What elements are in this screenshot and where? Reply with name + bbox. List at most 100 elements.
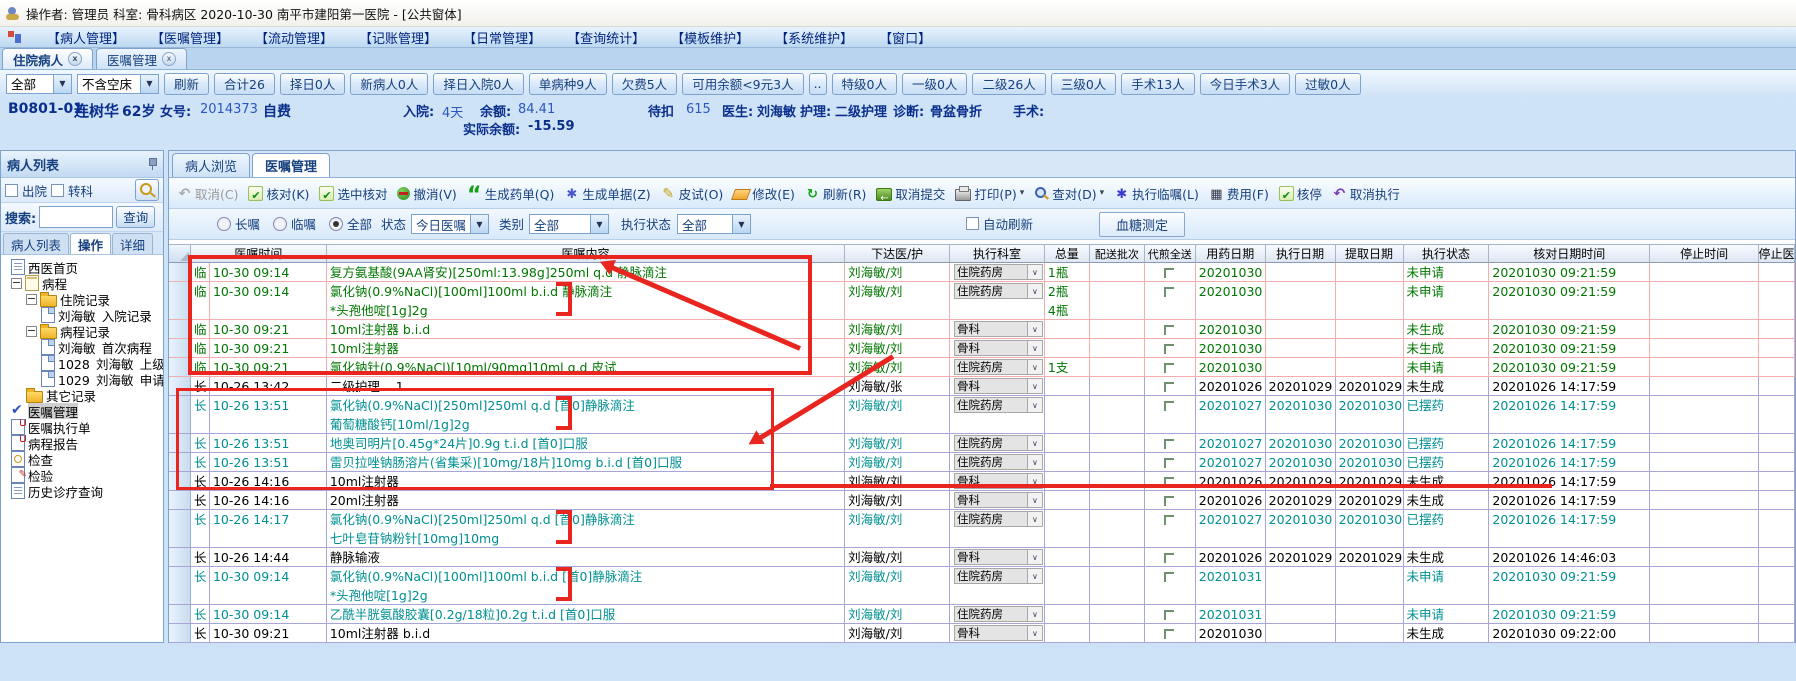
category-filter-select[interactable]: 全部 ▼ bbox=[529, 214, 609, 234]
collapse-icon[interactable] bbox=[26, 325, 37, 337]
menu-item[interactable]: 【日常管理】 bbox=[463, 31, 542, 47]
chevron-down-icon[interactable]: ∨ bbox=[1026, 265, 1042, 279]
order-row[interactable]: 临 10-30 09:14 复方氨基酸(9AA肾安)[250ml:13.98g]25… bbox=[169, 263, 1796, 282]
chevron-down-icon[interactable]: ▼ bbox=[590, 215, 608, 233]
toolbar-button[interactable]: 打印(P) ▾ bbox=[955, 184, 1024, 203]
menu-item[interactable]: 【窗口】 bbox=[879, 31, 932, 47]
dept-select[interactable]: 住院药房 ∨ bbox=[954, 568, 1043, 584]
workspace-tab[interactable]: 医嘱管理 x bbox=[96, 48, 188, 69]
ward-filter-button[interactable]: 择日入院0人 bbox=[433, 72, 524, 95]
order-row[interactable]: 长 10-26 13:51 氯化钠(0.9%NaCl)[250ml]250ml q.… bbox=[169, 396, 1796, 434]
discharge-checkbox[interactable] bbox=[5, 183, 18, 197]
chevron-down-icon[interactable]: ∨ bbox=[1026, 493, 1042, 507]
sidebar-tree-item[interactable]: 历史诊疗查询 bbox=[1, 483, 163, 499]
row-gutter-cell[interactable] bbox=[169, 624, 191, 642]
sidebar-tab[interactable]: 操作 bbox=[70, 233, 112, 254]
column-header[interactable]: 下达医/护 bbox=[845, 244, 951, 263]
status-filter-select[interactable]: 今日医嘱 ▼ bbox=[411, 214, 489, 234]
order-row[interactable]: 长 10-30 09:14 乙酰半胱氨酸胶囊[0.2g/18粒]0.2g t.i.d… bbox=[169, 605, 1796, 624]
ward-filter-button[interactable]: 新病人0人 bbox=[350, 72, 429, 95]
view-filter-select[interactable]: 全部 ▼ bbox=[6, 73, 72, 94]
auto-refresh-toggle[interactable]: 自动刷新 bbox=[966, 214, 1033, 233]
dept-select[interactable]: 住院药房 ∨ bbox=[954, 283, 1043, 299]
column-header[interactable]: 执行状态 bbox=[1403, 244, 1490, 263]
close-icon[interactable]: x bbox=[162, 52, 177, 66]
menu-item[interactable]: 【模板维护】 bbox=[671, 31, 750, 47]
ward-filter-button[interactable]: 特级0人 bbox=[831, 72, 897, 95]
decoct-checkbox[interactable] bbox=[1163, 325, 1174, 335]
order-row[interactable]: 长 10-26 14:16 20ml注射器 刘海敏/刘 骨科 ∨ 20201026 20201… bbox=[169, 491, 1796, 510]
menu-item[interactable]: 【系统维护】 bbox=[775, 31, 854, 47]
decoct-checkbox[interactable] bbox=[1163, 477, 1174, 487]
sidebar-tree-item[interactable]: 病程 bbox=[1, 275, 163, 291]
sidebar-tree-item[interactable]: 病程记录 bbox=[1, 323, 163, 339]
order-row[interactable]: 长 10-26 14:44 静脉输液 刘海敏/刘 骨科 ∨ 20201026 20201029… bbox=[169, 548, 1796, 567]
row-gutter-cell[interactable] bbox=[169, 567, 191, 604]
decoct-checkbox[interactable] bbox=[1163, 629, 1174, 639]
ward-filter-button[interactable]: 刷新 bbox=[164, 72, 210, 95]
sidebar-tree-item[interactable]: 其它记录 bbox=[1, 387, 163, 403]
order-row[interactable]: 长 10-26 13:51 地奥司明片[0.45g*24片]0.9g t.i.d [… bbox=[169, 434, 1796, 453]
bed-filter-select[interactable]: 不含空床 ▼ bbox=[77, 73, 159, 94]
ward-filter-button[interactable]: 可用余额<9元3人 bbox=[682, 72, 804, 95]
dept-select[interactable]: 骨科 ∨ bbox=[954, 492, 1043, 508]
toolbar-button[interactable]: 查对(D) ▾ bbox=[1034, 184, 1104, 203]
chevron-down-icon[interactable]: ∨ bbox=[1026, 436, 1042, 450]
chevron-down-icon[interactable]: ∨ bbox=[1026, 322, 1042, 336]
toolbar-button[interactable]: 选中核对 bbox=[319, 184, 387, 203]
toolbar-button[interactable]: 执行临嘱(L) bbox=[1114, 184, 1199, 203]
menu-item[interactable]: 【流动管理】 bbox=[255, 31, 334, 47]
radio-icon[interactable] bbox=[329, 216, 343, 231]
dept-select[interactable]: 住院药房 ∨ bbox=[954, 435, 1043, 451]
decoct-checkbox[interactable] bbox=[1163, 553, 1174, 563]
decoct-checkbox[interactable] bbox=[1163, 401, 1174, 411]
chevron-down-icon[interactable]: ∨ bbox=[1026, 474, 1042, 488]
decoct-checkbox[interactable] bbox=[1163, 496, 1174, 506]
ward-filter-button[interactable]: 三级0人 bbox=[1050, 72, 1117, 95]
order-row[interactable]: 长 10-26 14:17 氯化钠(0.9%NaCl)[250ml]250ml q.… bbox=[169, 510, 1796, 548]
pin-icon[interactable] bbox=[147, 158, 157, 170]
toolbar-button[interactable]: 生成单据(Z) bbox=[564, 184, 650, 203]
decoct-checkbox[interactable] bbox=[1163, 439, 1174, 449]
main-tab[interactable]: 病人浏览 bbox=[172, 153, 251, 177]
column-header[interactable]: 停止时间 bbox=[1650, 244, 1760, 263]
auto-refresh-checkbox[interactable] bbox=[966, 217, 979, 230]
chevron-down-icon[interactable]: ▼ bbox=[140, 74, 158, 93]
dept-select[interactable]: 骨科 ∨ bbox=[954, 625, 1043, 641]
sidebar-tree-item[interactable]: 检查 bbox=[1, 451, 163, 467]
decoct-checkbox[interactable] bbox=[1163, 610, 1174, 620]
decoct-checkbox[interactable] bbox=[1163, 287, 1174, 297]
column-header[interactable]: 总量 bbox=[1044, 244, 1090, 263]
chevron-down-icon[interactable]: ∨ bbox=[1026, 569, 1042, 583]
exec-status-filter-select[interactable]: 全部 ▼ bbox=[677, 214, 751, 234]
row-gutter-cell[interactable] bbox=[169, 548, 191, 566]
dept-select[interactable]: 住院药房 ∨ bbox=[954, 511, 1043, 527]
dept-select[interactable]: 住院药房 ∨ bbox=[954, 454, 1043, 470]
ward-filter-button[interactable]: .. bbox=[808, 72, 827, 95]
ward-filter-button[interactable]: 今日手术3人 bbox=[1199, 72, 1291, 95]
order-row[interactable]: 临 10-30 09:14 氯化钠(0.9%NaCl)[100ml]100ml b.… bbox=[169, 282, 1796, 320]
sidebar-tab[interactable]: 详细 bbox=[112, 233, 154, 254]
close-icon[interactable]: x bbox=[68, 52, 83, 66]
dept-select[interactable]: 住院药房 ∨ bbox=[954, 359, 1043, 375]
sidebar-tree-item[interactable]: 病程报告 bbox=[1, 435, 163, 451]
sidebar-tree-item[interactable]: 检验 bbox=[1, 467, 163, 483]
ward-filter-button[interactable]: 单病种9人 bbox=[528, 72, 607, 95]
glucose-button[interactable]: 血糖测定 bbox=[1099, 212, 1186, 237]
chevron-down-icon[interactable]: ∨ bbox=[1026, 607, 1042, 621]
ward-filter-button[interactable]: 欠费5人 bbox=[611, 72, 678, 95]
search-input[interactable] bbox=[39, 206, 114, 228]
radio-temp-orders[interactable]: 临嘱 bbox=[273, 214, 316, 233]
sidebar-tree-item[interactable]: 刘海敏_首次病程 bbox=[1, 339, 163, 355]
order-row[interactable]: 长 10-30 09:21 10ml注射器 b.i.d 刘海敏/刘 骨科 ∨ 2020103… bbox=[169, 624, 1796, 643]
sidebar-tree-item[interactable]: 1028_刘海敏_上级 bbox=[1, 355, 163, 371]
sidebar-tree-item[interactable]: 医嘱管理 bbox=[1, 403, 163, 419]
decoct-checkbox[interactable] bbox=[1163, 344, 1174, 354]
row-gutter-cell[interactable] bbox=[169, 453, 191, 471]
ward-filter-button[interactable]: 合计26 bbox=[214, 72, 275, 95]
ward-filter-button[interactable]: 一级0人 bbox=[901, 72, 968, 95]
toolbar-button[interactable]: 生成药单(Q) bbox=[467, 184, 555, 203]
order-row[interactable]: 临 10-30 09:21 10ml注射器 刘海敏/刘 骨科 ∨ 20201030 未生成 20… bbox=[169, 339, 1796, 358]
column-header[interactable]: 配送批次 bbox=[1089, 244, 1145, 263]
chevron-down-icon[interactable]: ▾ bbox=[1019, 188, 1025, 198]
